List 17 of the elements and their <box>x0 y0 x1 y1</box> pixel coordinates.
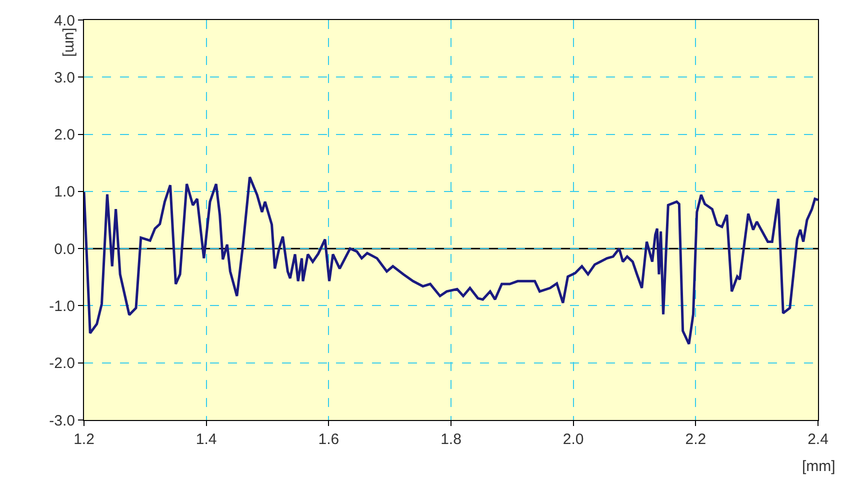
y-tick-label: 3.0 <box>54 69 75 86</box>
y-tick-label: 2.0 <box>54 126 75 144</box>
y-tick-label: -2.0 <box>49 355 75 372</box>
x-tick-label: 2.4 <box>808 431 828 448</box>
y-axis-title: [um] <box>61 28 78 57</box>
y-tick-label: 4.0 <box>54 12 75 30</box>
x-tick-label: 1.8 <box>440 431 462 448</box>
y-tick-label: -3.0 <box>49 412 75 430</box>
y-tick-label: 1.0 <box>54 184 75 201</box>
x-axis-title: [mm] <box>802 458 836 475</box>
y-tick-label: -1.0 <box>49 298 75 315</box>
y-tick-label: 0.0 <box>54 240 75 258</box>
x-tick-label: 1.4 <box>196 431 217 448</box>
x-tick-label: 1.2 <box>74 431 94 448</box>
x-tick-label: 2.2 <box>685 431 706 448</box>
x-tick-label: 2.0 <box>562 431 584 448</box>
x-tick-label: 1.6 <box>318 431 340 448</box>
